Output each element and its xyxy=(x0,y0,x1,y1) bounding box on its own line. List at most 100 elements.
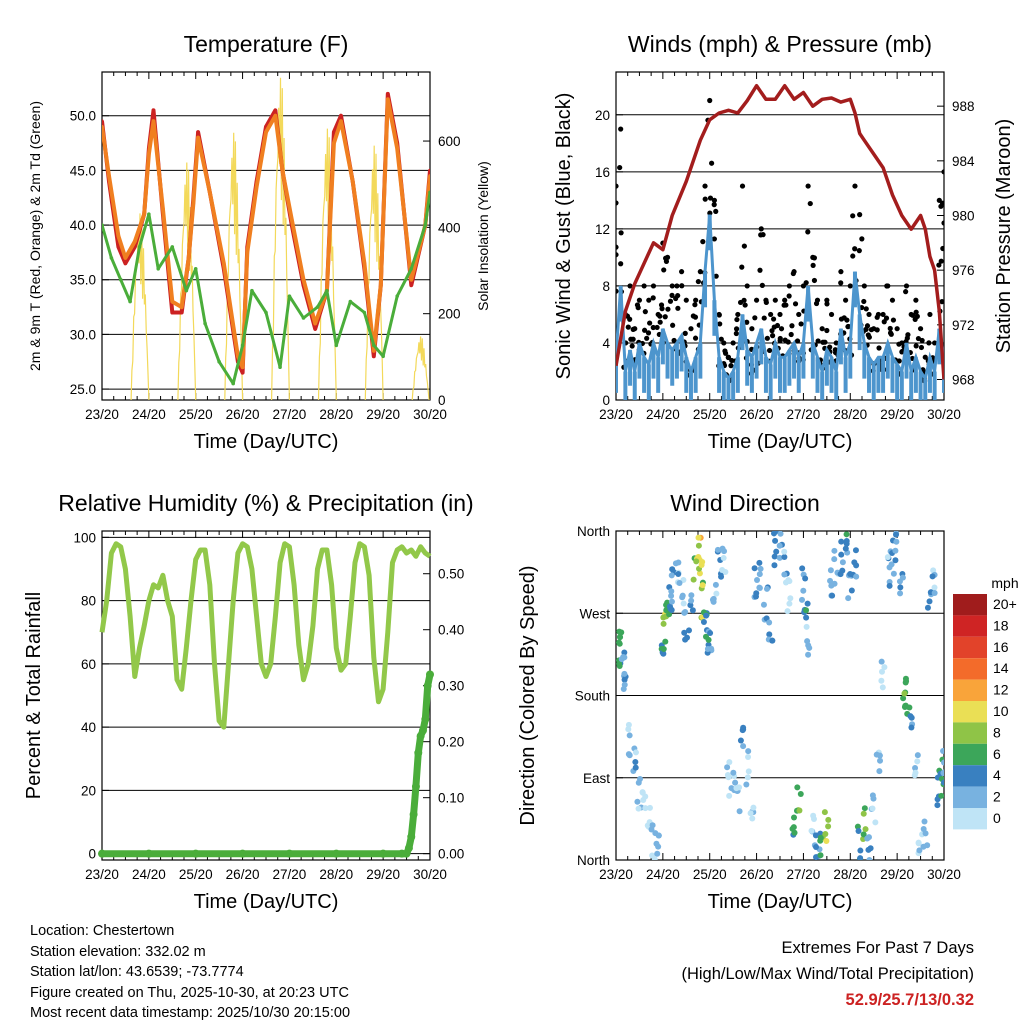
gust-point xyxy=(713,273,719,279)
direction-point xyxy=(839,559,846,566)
gust-point xyxy=(753,297,760,303)
direction-point xyxy=(817,852,824,859)
direction-point xyxy=(908,724,915,731)
plot-area xyxy=(616,83,944,400)
direction-point xyxy=(705,636,712,643)
x-tick-label: 30/20 xyxy=(413,407,447,422)
gust-point xyxy=(932,340,938,346)
solar-insolation-line xyxy=(317,128,337,400)
direction-point xyxy=(756,571,763,578)
data-point xyxy=(315,305,320,309)
direction-point xyxy=(688,592,695,599)
y-right-axis-label: Solar Insolation (Yellow) xyxy=(475,161,491,311)
x-axis-label: Time (Day/UTC) xyxy=(708,431,853,453)
direction-point xyxy=(690,576,697,583)
gust-point xyxy=(627,283,633,289)
data-point xyxy=(109,256,114,260)
direction-point xyxy=(876,768,883,775)
direction-point xyxy=(760,601,767,608)
direction-point xyxy=(799,565,806,572)
gust-point xyxy=(636,297,643,303)
gust-point xyxy=(875,311,882,318)
gust-point xyxy=(688,326,694,332)
chart-temperature: Temperature (F) 23/20 24/20 25/20 26/20 27/20… xyxy=(27,31,491,453)
gust-point xyxy=(838,269,844,275)
data-point xyxy=(191,201,196,205)
x-tick-label: 28/20 xyxy=(833,407,867,422)
gust-point xyxy=(777,338,783,344)
data-point xyxy=(151,108,156,113)
data-point xyxy=(273,108,278,113)
direction-point xyxy=(732,779,739,786)
gust-point xyxy=(692,302,698,308)
gust-point xyxy=(766,347,773,354)
data-point xyxy=(280,168,285,173)
direction-point xyxy=(724,764,731,771)
direction-point xyxy=(781,571,788,578)
gust-point xyxy=(785,339,791,345)
direction-point xyxy=(857,847,864,854)
y-axis-label: 2m & 9m T (Red, Orange) & 2m Td (Green) xyxy=(27,101,43,371)
data-point xyxy=(334,343,339,348)
data-point xyxy=(381,354,385,359)
y-tick-label: 25.0 xyxy=(70,382,96,397)
gust-point xyxy=(908,311,914,318)
gust-point xyxy=(744,283,750,289)
precip-point xyxy=(423,681,432,690)
gust-point xyxy=(616,288,619,294)
x-tick-label: 29/20 xyxy=(880,867,914,882)
data-point xyxy=(147,152,151,156)
direction-point xyxy=(924,604,931,611)
data-point xyxy=(142,212,146,216)
gust-point xyxy=(669,292,675,298)
data-point xyxy=(371,349,376,353)
gust-point xyxy=(671,337,677,344)
gust-point xyxy=(735,311,741,318)
gust-point xyxy=(941,220,944,226)
y-right-tick-label: 0.30 xyxy=(438,679,464,694)
gust-point xyxy=(866,311,872,318)
colorbar-swatch xyxy=(953,701,987,723)
data-point xyxy=(386,97,390,102)
gust-point xyxy=(742,302,748,308)
gust-point xyxy=(805,183,811,189)
data-point xyxy=(254,185,259,189)
direction-point xyxy=(879,684,886,691)
data-point xyxy=(250,288,254,293)
data-point xyxy=(409,267,414,271)
chart-title: Relative Humidity (%) & Precipitation (i… xyxy=(58,490,473,516)
direction-point xyxy=(668,592,675,599)
station-info: Location: Chestertown Station elevation:… xyxy=(30,921,350,1024)
gust-point xyxy=(752,315,758,321)
data-point xyxy=(179,310,184,315)
data-point xyxy=(278,365,282,370)
gust-point xyxy=(889,297,896,303)
direction-point xyxy=(749,815,756,822)
direction-point xyxy=(660,620,667,627)
extremes-box: Extremes For Past 7 Days (High/Low/Max W… xyxy=(681,935,974,1013)
gust-point xyxy=(777,311,783,318)
direction-point xyxy=(888,561,895,568)
direction-point xyxy=(773,548,780,555)
colorbar-label: 18 xyxy=(993,617,1009,633)
gust-point xyxy=(697,269,703,275)
y-tick-label: 30.0 xyxy=(70,327,96,342)
data-point xyxy=(395,294,400,298)
direction-point xyxy=(649,822,656,829)
data-point xyxy=(339,119,343,123)
y-tick-label: 12 xyxy=(595,222,610,237)
gust-point xyxy=(876,345,882,351)
y-tick-label: 45.0 xyxy=(70,163,96,178)
gust-point xyxy=(616,252,619,258)
direction-point xyxy=(675,571,682,578)
direction-point xyxy=(766,631,773,638)
y-right-tick-label: 980 xyxy=(952,209,975,224)
gust-point xyxy=(711,197,718,203)
data-point xyxy=(409,283,414,288)
gust-point xyxy=(796,311,802,318)
gust-point xyxy=(887,330,894,336)
gust-point xyxy=(718,336,724,342)
gust-point xyxy=(850,253,856,259)
direction-point xyxy=(785,577,792,584)
gust-point xyxy=(650,283,657,289)
